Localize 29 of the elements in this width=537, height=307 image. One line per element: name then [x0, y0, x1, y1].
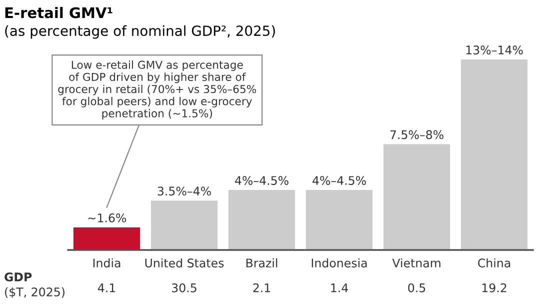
text: 4.1 — [98, 284, 116, 292]
text: 2.1 — [253, 283, 270, 292]
bar — [228, 190, 296, 250]
x-tick-label: China — [478, 258, 510, 268]
bar — [306, 190, 373, 250]
bar — [383, 144, 450, 250]
chart-title: E-retail GMV¹ — [5, 6, 112, 18]
text: 0.5 — [408, 283, 426, 292]
x-tick-label: Brazil — [246, 258, 278, 268]
data-label: 13%–14% — [466, 46, 523, 54]
x-tick-label: Indonesia — [312, 258, 367, 268]
data-label: 4%–4.5% — [312, 176, 366, 185]
annotation: Low e-retail GMV as percentage of GDP driven by higher share of grocery in retail (70%+ vs 35%–65% for global peers) and low e-grocery penetration (~1.5%) — [58, 60, 256, 120]
text: ($T, 2025) — [5, 287, 64, 298]
data-label: ~1.6% — [88, 213, 126, 222]
bar — [460, 60, 528, 250]
bar — [73, 227, 140, 250]
text: 1.4 — [331, 284, 348, 292]
x-tick-label: Vietnam — [392, 258, 440, 268]
data-label: 4%–4.5% — [235, 176, 288, 185]
bar — [150, 200, 218, 250]
text: GDP — [4, 272, 32, 282]
x-tick-label: United States — [145, 258, 224, 268]
text: 30.5 — [172, 283, 196, 292]
chart-subtitle: (as percentage of nominal GDP², 2025) — [5, 25, 275, 39]
text: 19.2 — [482, 283, 506, 292]
data-label: 3.5%–4% — [158, 186, 211, 196]
data-label: 7.5%–8% — [390, 130, 444, 140]
x-tick-label: India — [93, 258, 120, 268]
